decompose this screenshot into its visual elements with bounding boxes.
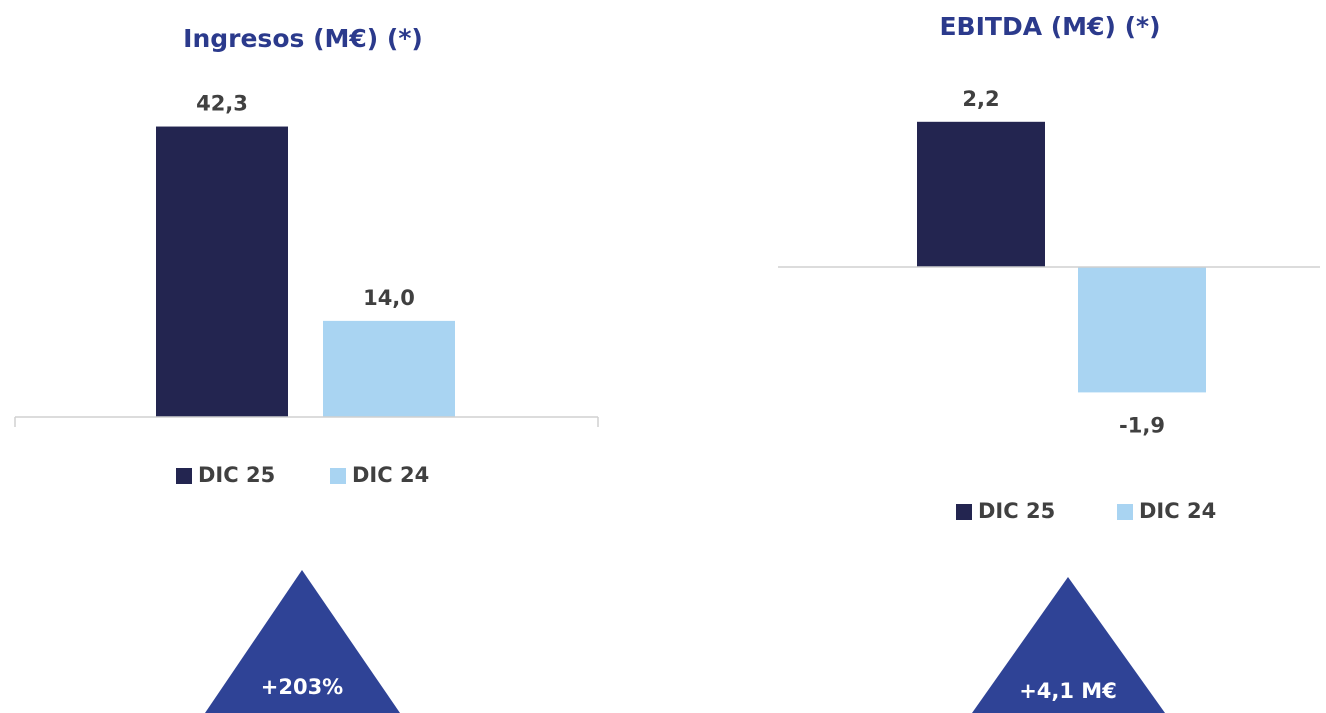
legend-swatch	[176, 468, 192, 484]
chart-title: EBITDA (M€) (*)	[939, 12, 1160, 41]
chart-title: Ingresos (M€) (*)	[183, 24, 423, 53]
legend-swatch	[956, 504, 972, 520]
data-label: 42,3	[196, 92, 248, 116]
legend-swatch	[1117, 504, 1133, 520]
triangle-badge	[972, 577, 1165, 713]
data-label: 2,2	[962, 87, 999, 111]
bar	[156, 126, 288, 417]
legend-label: DIC 25	[978, 499, 1055, 523]
legend-swatch	[330, 468, 346, 484]
data-label: -1,9	[1119, 413, 1165, 437]
bar	[917, 121, 1045, 267]
legend-label: DIC 24	[1139, 499, 1216, 523]
data-label: 14,0	[363, 286, 415, 310]
bar	[323, 320, 455, 417]
annotation: +203%	[261, 675, 343, 699]
legend-label: DIC 25	[198, 463, 275, 487]
legend-label: DIC 24	[352, 463, 429, 487]
bar	[1078, 267, 1206, 393]
annotation: +4,1 M€	[1019, 679, 1117, 703]
triangle-badge	[205, 570, 400, 713]
